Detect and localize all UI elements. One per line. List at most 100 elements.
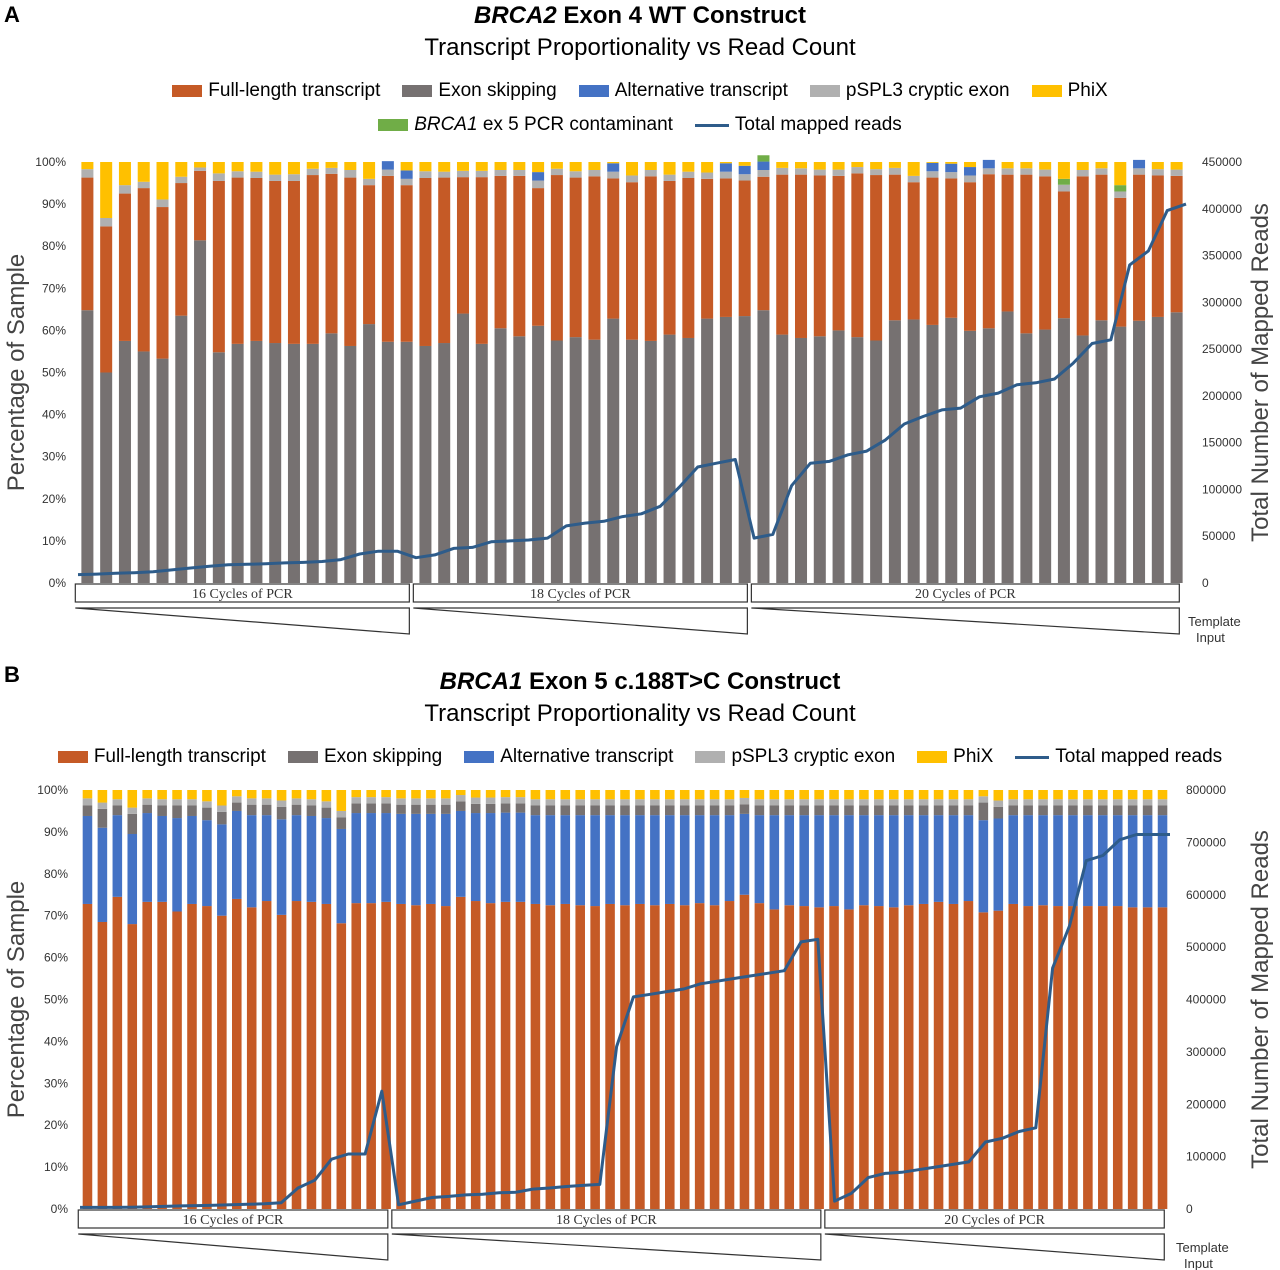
bar-segment-skip — [396, 804, 406, 814]
bar-segment-skip — [127, 813, 138, 834]
bar-segment-pspl3 — [1038, 799, 1048, 806]
bar-segment-full — [112, 896, 123, 1209]
template-input-label: Input — [1196, 630, 1225, 645]
bar-segment-skip — [569, 337, 582, 583]
bar-segment-pspl3 — [795, 168, 808, 175]
bar-segment-skip — [1068, 805, 1078, 816]
bar-segment-phix — [142, 790, 152, 799]
bar-segment-pspl3 — [187, 799, 197, 806]
bar-segment-phix — [813, 162, 826, 170]
bar-segment-phix — [560, 790, 571, 800]
bar-segment-skip — [142, 804, 152, 814]
bar-segment-brca1 — [757, 155, 770, 162]
bar-segment-full — [513, 175, 526, 337]
legend-label: Total mapped reads — [1055, 746, 1223, 767]
legend-row-2: BRCA1 ex 5 PCR contaminant Total mapped … — [0, 114, 1280, 136]
legend-label: Exon skipping — [438, 80, 557, 101]
bar-segment-pspl3 — [250, 171, 263, 178]
bar-segment-full — [982, 174, 995, 329]
bar-segment-pspl3 — [1076, 169, 1089, 177]
y-tick-label-left: 100% — [37, 783, 68, 797]
bar-segment-skip — [321, 807, 332, 819]
bar-segment-skip — [1023, 805, 1033, 816]
y-tick-label-left: 0% — [51, 1202, 69, 1216]
bar-segment-phix — [644, 162, 657, 170]
bar-segment-skip — [948, 805, 959, 816]
bar-segment-alt — [829, 815, 839, 907]
bar-segment-full — [625, 182, 639, 340]
bar-segment-full — [426, 903, 436, 1209]
bar-segment-full — [550, 175, 563, 341]
bar-segment-full — [1151, 175, 1164, 317]
bar-segment-pspl3 — [515, 797, 526, 804]
bar-segment-full — [157, 901, 167, 1209]
bar-segment-phix — [874, 790, 884, 800]
bar-segment-full — [287, 180, 300, 344]
legend-item-phix: PhiX — [1031, 80, 1108, 102]
bar-segment-skip — [844, 805, 854, 816]
bar-segment-phix — [455, 790, 466, 796]
bar-segment-pspl3 — [738, 174, 751, 181]
bar-segment-pspl3 — [269, 174, 282, 181]
bar-segment-full — [813, 175, 826, 337]
bar-segment-full — [738, 180, 751, 317]
legend-item-full: Full-length transcript — [57, 746, 266, 768]
legend-swatch-alt — [464, 751, 495, 763]
bar-segment-alt — [982, 159, 995, 169]
bar-segment-full — [814, 907, 824, 1209]
bar-segment-alt — [1008, 815, 1018, 904]
legend-item-pspl3: pSPL3 cryptic exon — [695, 746, 895, 768]
bar-segment-phix — [232, 790, 242, 797]
y-tick-label-left: 60% — [44, 951, 68, 965]
bar-segment-pspl3 — [157, 799, 167, 806]
bar-segment-pspl3 — [1053, 799, 1063, 806]
bar-segment-alt — [232, 810, 242, 899]
bar-segment-phix — [1114, 162, 1127, 186]
bar-segment-full — [948, 903, 959, 1209]
bar-segment-pspl3 — [217, 805, 227, 812]
bar-segment-phix — [366, 790, 376, 798]
bar-segment-skip — [187, 805, 197, 816]
bar-segment-phix — [1001, 162, 1014, 169]
legend-label: PhiX — [953, 746, 994, 767]
bar-segment-full — [545, 905, 556, 1209]
bar-segment-skip — [829, 805, 839, 816]
bar-segment-skip — [513, 336, 526, 583]
bar-segment-skip — [679, 805, 690, 816]
bar-segment-skip — [1170, 312, 1183, 583]
legend-label: Full-length transcript — [93, 746, 266, 767]
bar-segment-skip — [419, 345, 432, 583]
bar-segment-full — [381, 901, 391, 1209]
bar-segment-phix — [1020, 162, 1033, 169]
bar-segment-full — [665, 903, 675, 1209]
bar-segment-skip — [500, 803, 511, 813]
bar-segment-alt — [396, 813, 406, 904]
bar-segment-phix — [321, 790, 332, 802]
bar-segment-phix — [829, 790, 839, 800]
legend-swatch-pspl3 — [695, 751, 726, 763]
bar-segment-alt — [545, 815, 556, 906]
bar-segment-phix — [513, 162, 526, 170]
bar-segment-alt — [172, 818, 182, 912]
bar-segment-phix — [665, 790, 675, 800]
bar-segment-phix — [261, 790, 272, 799]
bar-segment-phix — [1151, 162, 1164, 170]
bar-segment-phix — [550, 162, 563, 169]
bar-segment-full — [1023, 906, 1033, 1209]
bar-segment-alt — [500, 812, 511, 902]
legend-swatch-skip — [287, 751, 318, 763]
bar-segment-alt — [321, 818, 332, 904]
bar-segment-full — [1001, 174, 1014, 312]
bar-segment-alt — [757, 161, 770, 170]
bar-segment-pspl3 — [1151, 169, 1164, 176]
bar-segment-skip — [100, 372, 113, 583]
bar-segment-pspl3 — [351, 797, 362, 804]
template-input-wedge — [75, 607, 410, 635]
y-tick-label-right: 300000 — [1202, 295, 1242, 309]
bar-segment-phix — [470, 790, 481, 798]
legend-label: Alternative transcript — [614, 80, 788, 101]
bar-segment-alt — [112, 815, 123, 897]
bar-segment-full — [757, 176, 770, 311]
bar-segment-pspl3 — [859, 799, 869, 806]
y-tick-label-left: 30% — [44, 1076, 68, 1090]
